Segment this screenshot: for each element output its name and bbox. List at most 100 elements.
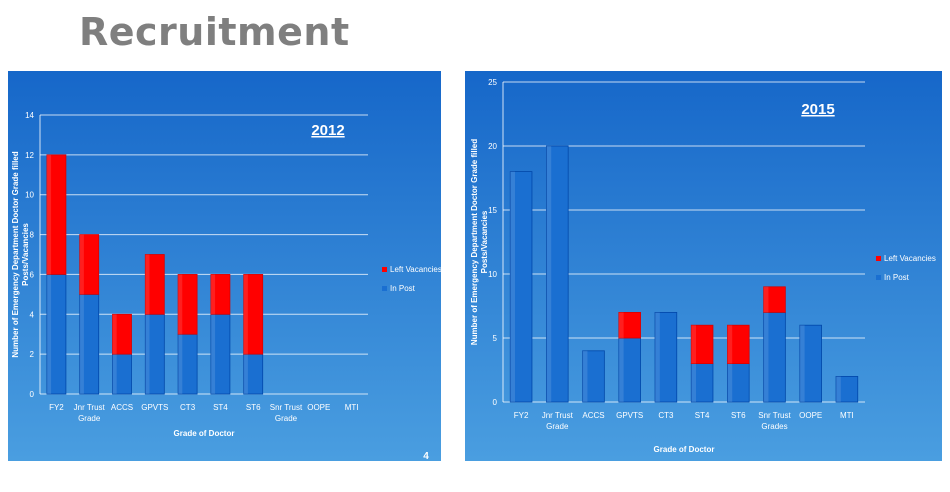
x-tick-label: ST6	[731, 411, 746, 420]
y-tick-label: 0	[493, 398, 498, 407]
x-tick-label: Grade	[275, 414, 298, 423]
bar-highlight	[582, 350, 588, 402]
legend-swatch	[876, 275, 881, 280]
y-axis-label: Number of Emergency Department Doctor Gr…	[470, 139, 479, 345]
legend-label: In Post	[390, 284, 416, 293]
x-tick-label: FY2	[49, 403, 64, 412]
bar-highlight	[210, 314, 216, 394]
bar-left-vacancies	[243, 274, 264, 355]
bar-left-vacancies	[690, 324, 714, 364]
page-number: 4	[423, 451, 429, 461]
y-axis-label: Posts/Vacancies	[21, 223, 30, 286]
bar-left-vacancies	[177, 274, 198, 335]
x-tick-label: OOPE	[799, 411, 822, 420]
x-tick-label: Grades	[761, 422, 787, 431]
x-tick-label: GPVTS	[616, 411, 643, 420]
bar-left-vacancies	[727, 324, 750, 364]
x-tick-label: Snr Trust	[270, 403, 303, 412]
bar-in-post	[654, 311, 678, 403]
bar-left-vacancies	[79, 234, 100, 295]
x-tick-label: GPVTS	[141, 403, 168, 412]
bar-highlight	[112, 314, 117, 355]
bar-left-vacancies	[144, 254, 165, 315]
bar-highlight	[112, 354, 117, 394]
x-tick-label: Jnr Trust	[74, 403, 106, 412]
bar-highlight	[691, 363, 697, 402]
y-tick-label: 6	[30, 270, 35, 279]
y-tick-label: 2	[30, 350, 35, 359]
bar-highlight	[727, 363, 733, 402]
chart-panel-2015: 0 5 10 15 20 25 FY2 Jnr Trust Grade ACCS GPVTS CT3 S…	[465, 71, 942, 461]
bar-highlight	[79, 294, 84, 394]
bar-highlight	[763, 312, 769, 402]
x-tick-label: ACCS	[582, 411, 604, 420]
slide-title: Recruitment	[79, 10, 350, 54]
bar-left-vacancies	[210, 274, 231, 315]
x-tick-label: Snr Trust	[758, 411, 791, 420]
bar-left-vacancies	[46, 154, 67, 275]
bar-left-vacancies	[618, 311, 641, 339]
bar-in-post	[799, 324, 822, 403]
x-tick-label: Jnr Trust	[542, 411, 574, 420]
bar-highlight	[618, 312, 624, 338]
x-tick-label: MTI	[840, 411, 854, 420]
bar-highlight	[46, 274, 52, 394]
legend-label: In Post	[884, 273, 910, 282]
bar-highlight	[799, 325, 805, 402]
bar-highlight	[145, 314, 150, 394]
bar-left-vacancies	[763, 286, 786, 313]
legend-swatch	[382, 286, 387, 291]
bar-highlight	[618, 338, 624, 402]
x-tick-label: ACCS	[111, 403, 133, 412]
x-tick-label: Grade	[546, 422, 569, 431]
chart-title: 2015	[801, 101, 834, 118]
x-axis-label: Grade of Doctor	[174, 429, 235, 438]
y-axis-label: Posts/Vacancies	[480, 210, 489, 273]
chart-panel-2012: 0 2 4 6 8 10 12 14 FY2 Jnr Trust Grade ACCS GPVTS CT3…	[8, 71, 441, 461]
legend-swatch	[876, 256, 881, 261]
bar-highlight	[510, 171, 516, 402]
bar-highlight	[178, 334, 183, 394]
bar-in-post	[835, 375, 859, 403]
x-tick-label: ST4	[695, 411, 710, 420]
y-tick-label: 15	[488, 206, 497, 215]
x-tick-label: ST4	[213, 403, 228, 412]
bar-highlight	[655, 312, 660, 402]
bar-in-post	[509, 171, 533, 403]
bar-highlight	[145, 254, 150, 315]
y-tick-label: 25	[488, 78, 497, 87]
x-tick-label: OOPE	[307, 403, 330, 412]
bar-highlight	[46, 154, 52, 275]
bar-highlight	[727, 325, 733, 364]
bar-highlight	[546, 146, 552, 402]
x-tick-label: CT3	[658, 411, 674, 420]
y-tick-label: 14	[25, 111, 34, 120]
y-tick-label: 20	[488, 142, 497, 151]
bar-highlight	[691, 325, 697, 364]
y-tick-label: 8	[30, 231, 35, 240]
chart-2015: 0 5 10 15 20 25 FY2 Jnr Trust Grade ACCS GPVTS CT3 S…	[465, 71, 942, 461]
bar-highlight	[178, 274, 183, 335]
x-tick-label: MTI	[345, 403, 359, 412]
y-tick-label: 10	[25, 191, 34, 200]
legend-label: Left Vacancies	[884, 254, 936, 263]
x-tick-label: FY2	[514, 411, 529, 420]
bar-highlight	[243, 354, 248, 394]
y-tick-label: 12	[25, 151, 34, 160]
y-tick-label: 0	[30, 390, 35, 399]
x-tick-label: ST6	[246, 403, 261, 412]
legend-label: Left Vacancies	[390, 265, 441, 274]
x-axis-label: Grade of Doctor	[654, 445, 715, 454]
bar-highlight	[243, 274, 248, 355]
bar-left-vacancies	[112, 313, 132, 355]
x-tick-label: CT3	[180, 403, 196, 412]
y-tick-label: 10	[488, 270, 497, 279]
bar-in-post	[582, 350, 605, 403]
bar-highlight	[79, 234, 84, 295]
y-axis-label: Number of Emergency Department Doctor Gr…	[11, 151, 20, 357]
y-tick-label: 5	[493, 334, 498, 343]
legend-swatch	[382, 267, 387, 272]
x-tick-label: Grade	[78, 414, 101, 423]
bar-in-post	[546, 145, 569, 403]
chart-title: 2012	[311, 122, 344, 139]
